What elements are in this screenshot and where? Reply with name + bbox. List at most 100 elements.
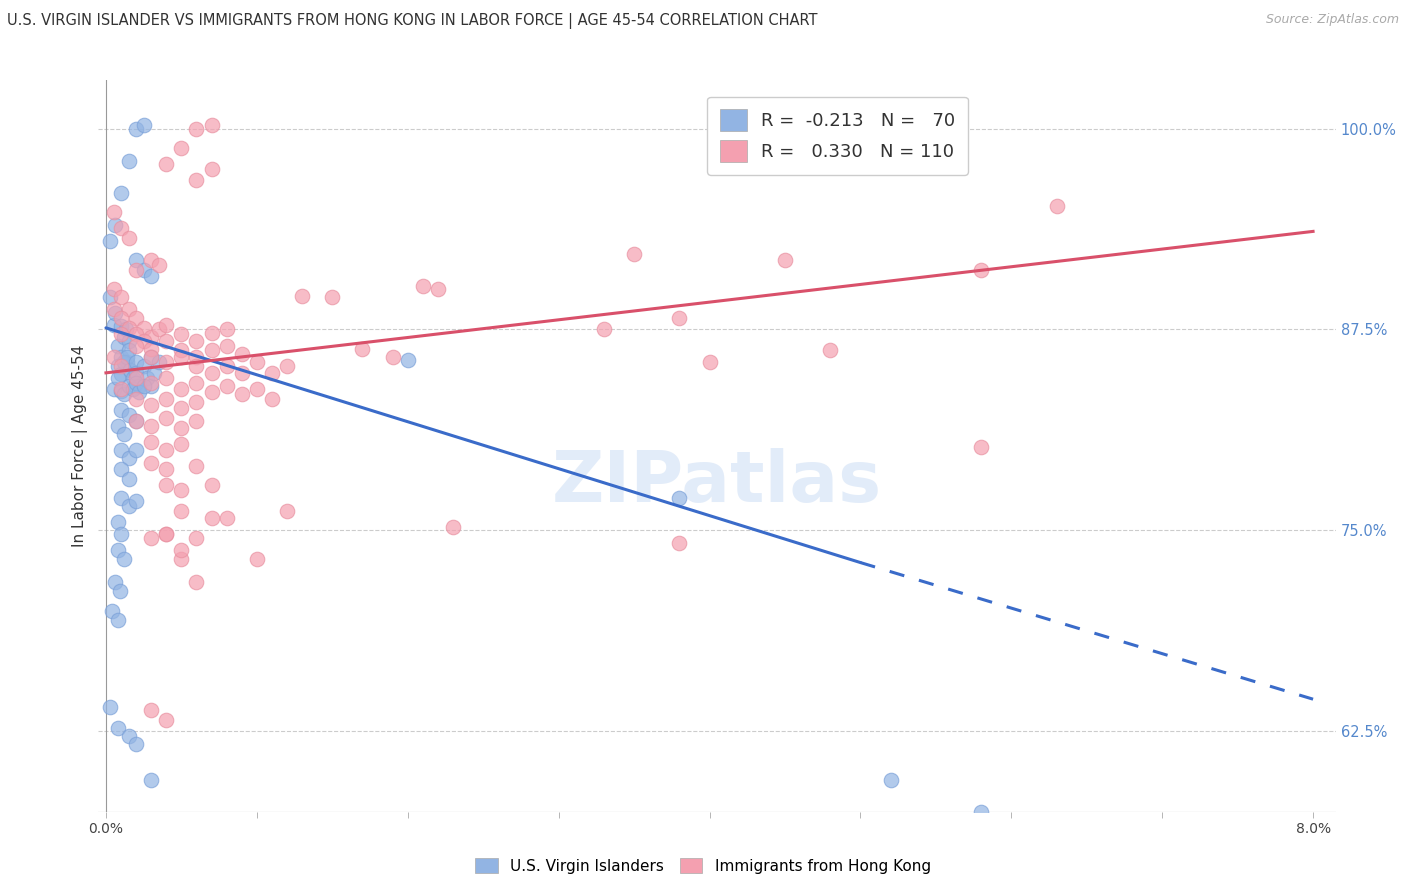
Point bbox=[122, 370, 145, 384]
Point bbox=[125, 370, 148, 384]
Point bbox=[132, 118, 155, 132]
Point bbox=[170, 141, 193, 155]
Point bbox=[112, 330, 135, 344]
Point bbox=[170, 420, 193, 434]
Text: U.S. VIRGIN ISLANDER VS IMMIGRANTS FROM HONG KONG IN LABOR FORCE | AGE 45-54 COR: U.S. VIRGIN ISLANDER VS IMMIGRANTS FROM … bbox=[7, 13, 817, 29]
Point bbox=[141, 342, 163, 356]
Point bbox=[141, 378, 163, 392]
Point bbox=[110, 462, 132, 476]
Point bbox=[200, 343, 222, 358]
Point bbox=[276, 359, 298, 374]
Point bbox=[148, 354, 170, 368]
Point bbox=[107, 542, 129, 557]
Point bbox=[110, 491, 132, 506]
Point bbox=[128, 385, 150, 400]
Point bbox=[170, 327, 193, 342]
Point bbox=[112, 426, 135, 441]
Point bbox=[215, 378, 238, 392]
Point bbox=[186, 359, 208, 374]
Point bbox=[668, 536, 690, 550]
Point bbox=[103, 301, 125, 316]
Point bbox=[155, 478, 177, 492]
Y-axis label: In Labor Force | Age 45-54: In Labor Force | Age 45-54 bbox=[72, 345, 87, 547]
Point bbox=[246, 354, 269, 368]
Point bbox=[110, 526, 132, 541]
Point bbox=[141, 703, 163, 717]
Point bbox=[103, 350, 125, 364]
Point bbox=[970, 805, 993, 819]
Point bbox=[125, 366, 148, 380]
Point bbox=[132, 359, 155, 374]
Point bbox=[115, 350, 138, 364]
Point bbox=[117, 451, 139, 466]
Point bbox=[170, 343, 193, 358]
Point bbox=[879, 772, 901, 787]
Point bbox=[970, 263, 993, 277]
Point bbox=[170, 401, 193, 416]
Point bbox=[103, 382, 125, 396]
Point bbox=[148, 258, 170, 272]
Point bbox=[186, 532, 208, 546]
Point bbox=[107, 359, 129, 374]
Point bbox=[132, 263, 155, 277]
Point bbox=[103, 205, 125, 219]
Point bbox=[699, 354, 721, 368]
Point bbox=[260, 366, 283, 380]
Point bbox=[125, 737, 148, 751]
Text: Source: ZipAtlas.com: Source: ZipAtlas.com bbox=[1265, 13, 1399, 27]
Point bbox=[125, 414, 148, 428]
Point bbox=[155, 410, 177, 425]
Point bbox=[122, 382, 145, 396]
Point bbox=[200, 366, 222, 380]
Point bbox=[141, 456, 163, 470]
Point bbox=[141, 350, 163, 364]
Point bbox=[107, 338, 129, 352]
Point bbox=[155, 392, 177, 406]
Point bbox=[117, 334, 139, 348]
Point bbox=[396, 353, 419, 368]
Point bbox=[155, 370, 177, 384]
Point bbox=[155, 318, 177, 332]
Point bbox=[155, 526, 177, 541]
Point bbox=[117, 153, 139, 168]
Point bbox=[117, 729, 139, 743]
Point bbox=[291, 288, 314, 302]
Point bbox=[141, 376, 163, 390]
Point bbox=[107, 614, 129, 628]
Point bbox=[141, 418, 163, 433]
Legend: R =  -0.213   N =   70, R =   0.330   N = 110: R = -0.213 N = 70, R = 0.330 N = 110 bbox=[707, 96, 967, 175]
Point bbox=[143, 366, 166, 380]
Point bbox=[110, 319, 132, 334]
Point bbox=[110, 368, 132, 382]
Point bbox=[141, 253, 163, 268]
Point bbox=[200, 161, 222, 176]
Point bbox=[260, 392, 283, 406]
Point bbox=[112, 354, 135, 368]
Point bbox=[125, 376, 148, 390]
Point bbox=[141, 398, 163, 412]
Point bbox=[135, 370, 157, 384]
Point bbox=[155, 354, 177, 368]
Point bbox=[104, 218, 127, 232]
Point bbox=[231, 366, 253, 380]
Point bbox=[125, 327, 148, 342]
Point bbox=[186, 574, 208, 589]
Point bbox=[215, 338, 238, 352]
Point bbox=[170, 552, 193, 566]
Point bbox=[114, 322, 136, 336]
Point bbox=[773, 253, 796, 268]
Point bbox=[426, 282, 449, 296]
Point bbox=[110, 384, 132, 398]
Point bbox=[381, 350, 404, 364]
Point bbox=[112, 386, 135, 401]
Point bbox=[186, 376, 208, 390]
Point bbox=[231, 346, 253, 360]
Point bbox=[141, 772, 163, 787]
Point bbox=[117, 301, 139, 316]
Point bbox=[668, 491, 690, 506]
Point bbox=[101, 604, 124, 618]
Point bbox=[170, 504, 193, 518]
Point bbox=[215, 322, 238, 336]
Point bbox=[110, 382, 132, 396]
Point bbox=[170, 483, 193, 498]
